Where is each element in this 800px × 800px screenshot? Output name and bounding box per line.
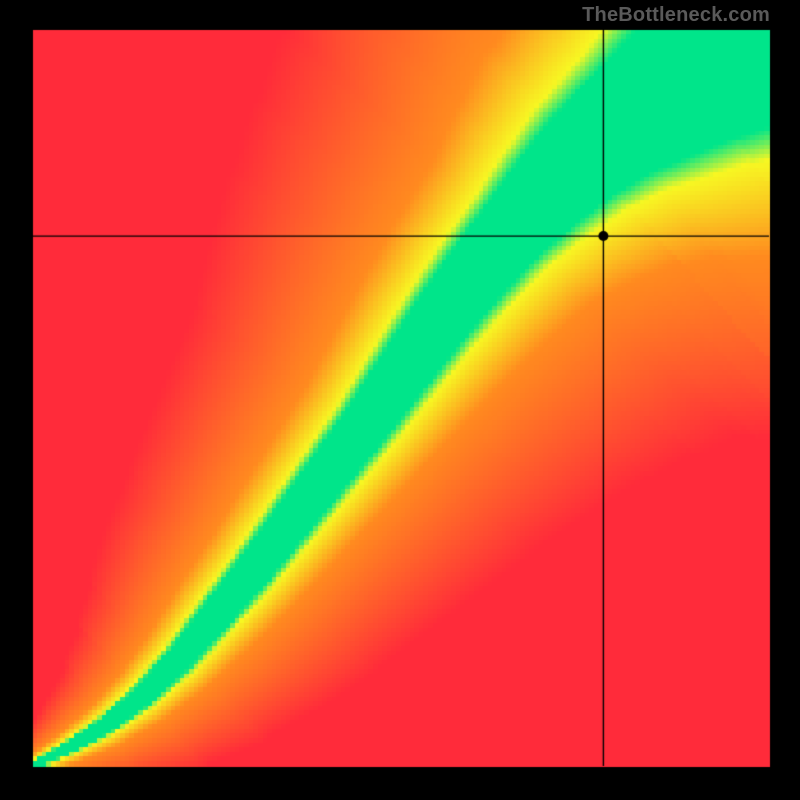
bottleneck-heatmap — [0, 0, 800, 800]
chart-container: TheBottleneck.com — [0, 0, 800, 800]
watermark-text: TheBottleneck.com — [582, 4, 770, 26]
watermark: TheBottleneck.com — [582, 4, 770, 27]
